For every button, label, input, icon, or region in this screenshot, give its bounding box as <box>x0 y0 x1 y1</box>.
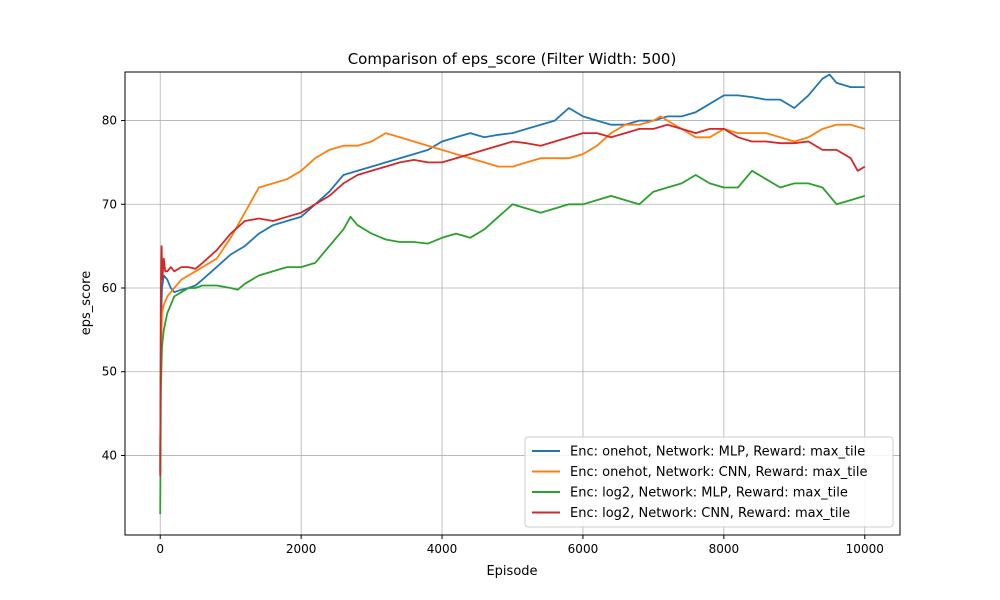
series-line-3 <box>159 123 866 477</box>
legend-label-2: Enc: log2, Network: MLP, Reward: max_til… <box>570 486 848 501</box>
x-tick-label: 8000 <box>709 542 740 556</box>
legend-label-3: Enc: log2, Network: CNN, Reward: max_til… <box>570 506 850 521</box>
x-tick-label: 0 <box>156 542 164 556</box>
series-layer <box>159 73 866 515</box>
y-tick-label: 80 <box>102 114 117 128</box>
y-tick-label: 70 <box>102 197 117 211</box>
series-line-2 <box>159 169 866 515</box>
legend-label-0: Enc: onehot, Network: MLP, Reward: max_t… <box>570 445 865 460</box>
legend: Enc: onehot, Network: MLP, Reward: max_t… <box>524 436 894 528</box>
y-tick-label: 50 <box>102 365 117 379</box>
legend-box <box>524 436 894 528</box>
x-tick-label: 6000 <box>568 542 599 556</box>
x-axis-title: Episode <box>486 564 537 579</box>
plot-frame <box>124 71 901 536</box>
y-axis-title: eps_score <box>79 271 94 335</box>
chart-title: Comparison of eps_score (Filter Width: 5… <box>348 50 677 69</box>
x-tick-label: 4000 <box>427 542 458 556</box>
x-tick-label: 2000 <box>286 542 317 556</box>
legend-label-1: Enc: onehot, Network: CNN, Reward: max_t… <box>570 465 868 480</box>
x-tick-label: 10000 <box>846 542 884 556</box>
tick-layer: 0 2000 4000 6000 8000 10000 40 50 60 70 80 <box>102 114 884 556</box>
y-tick-label: 60 <box>102 281 117 295</box>
series-line-0 <box>159 73 865 473</box>
series-line-1 <box>159 115 866 456</box>
y-tick-label: 40 <box>102 448 117 462</box>
